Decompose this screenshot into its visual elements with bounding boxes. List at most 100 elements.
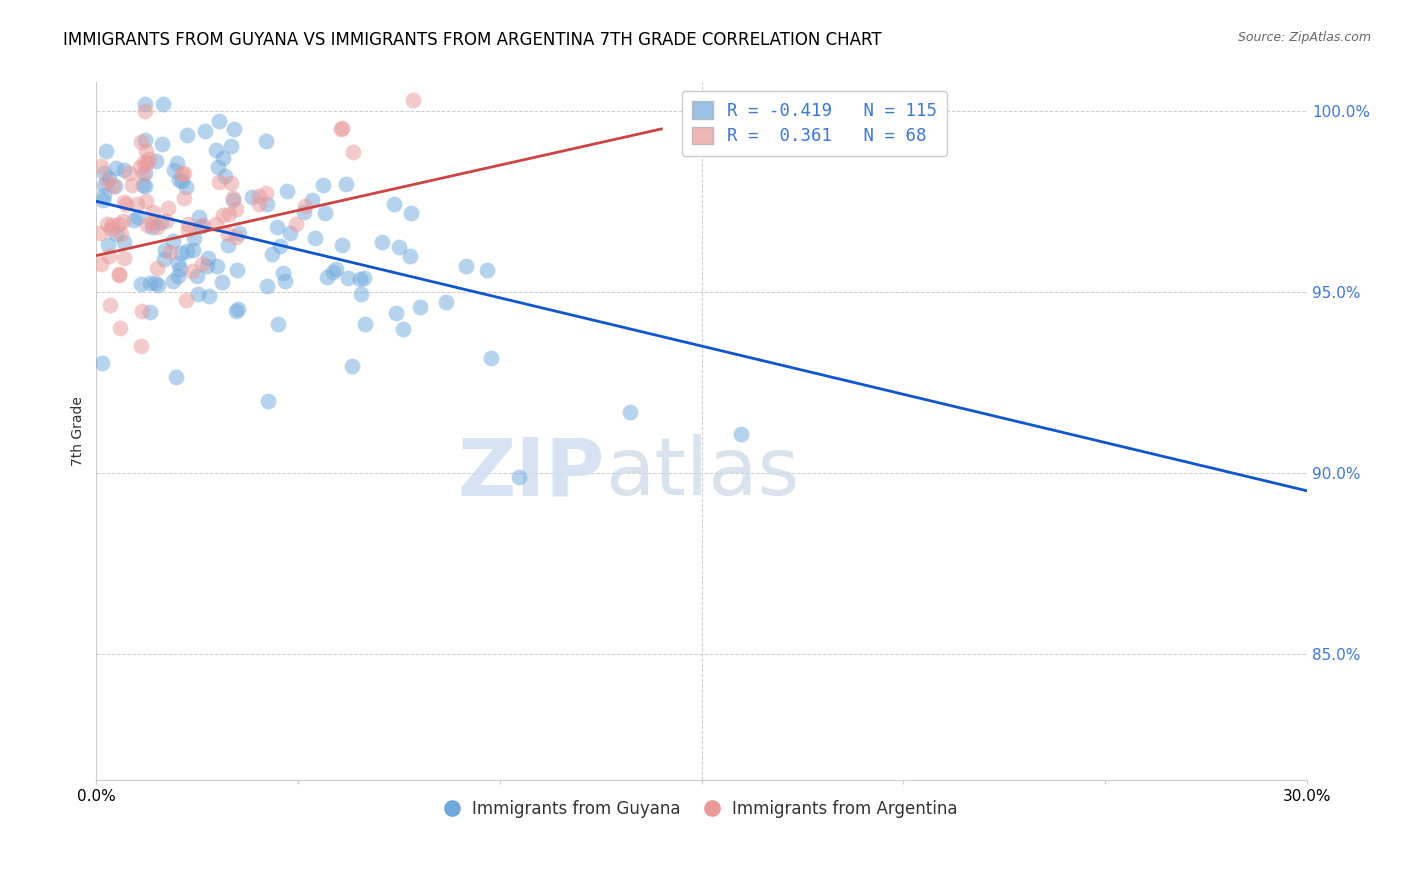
Point [285, 217, 308, 231]
Point [141, 220, 163, 235]
Point [136, 155, 159, 169]
Point [226, 263, 249, 277]
Point [402, 93, 425, 107]
Point [176, 244, 198, 258]
Point [186, 268, 208, 283]
Point [162, 275, 184, 289]
Point [132, 178, 155, 192]
Point [254, 135, 277, 149]
Point [256, 278, 278, 293]
Point [146, 219, 169, 234]
Point [181, 264, 204, 278]
Point [350, 287, 373, 301]
Point [174, 180, 197, 194]
Point [90, 256, 112, 270]
Point [112, 163, 135, 178]
Point [194, 124, 217, 138]
Point [162, 234, 184, 248]
Point [125, 197, 148, 211]
Point [143, 277, 166, 291]
Point [134, 133, 156, 147]
Point [177, 218, 200, 232]
Point [174, 293, 197, 308]
Point [97, 237, 120, 252]
Point [304, 230, 326, 244]
Point [156, 201, 179, 215]
Point [225, 304, 247, 318]
Point [121, 178, 143, 193]
Point [91, 194, 114, 208]
Point [163, 163, 186, 178]
Point [167, 256, 190, 270]
Point [155, 214, 177, 228]
Point [247, 189, 270, 203]
Point [101, 219, 124, 233]
Y-axis label: 7th Grade: 7th Grade [72, 396, 86, 466]
Point [205, 259, 228, 273]
Text: IMMIGRANTS FROM GUYANA VS IMMIGRANTS FROM ARGENTINA 7TH GRADE CORRELATION CHART: IMMIGRANTS FROM GUYANA VS IMMIGRANTS FRO… [63, 31, 882, 49]
Point [110, 227, 132, 241]
Point [108, 217, 131, 231]
Point [301, 194, 323, 208]
Point [353, 270, 375, 285]
Point [475, 263, 498, 277]
Point [149, 214, 172, 228]
Point [387, 240, 409, 254]
Point [122, 213, 145, 227]
Point [292, 205, 315, 219]
Point [134, 165, 156, 179]
Point [224, 202, 246, 217]
Point [108, 321, 131, 335]
Point [101, 179, 124, 194]
Point [247, 197, 270, 211]
Point [340, 359, 363, 374]
Point [135, 194, 157, 208]
Point [254, 186, 277, 201]
Point [208, 114, 231, 128]
Point [222, 191, 245, 205]
Point [96, 217, 118, 231]
Point [399, 206, 422, 220]
Point [134, 178, 156, 193]
Text: ZIP: ZIP [457, 434, 605, 512]
Point [335, 177, 357, 191]
Point [314, 206, 336, 220]
Point [139, 305, 162, 319]
Point [159, 245, 181, 260]
Point [214, 169, 236, 183]
Point [132, 167, 155, 181]
Point [142, 204, 165, 219]
Point [97, 170, 120, 185]
Point [93, 178, 115, 192]
Point [139, 276, 162, 290]
Point [141, 215, 163, 229]
Point [176, 128, 198, 142]
Point [226, 302, 249, 317]
Point [145, 260, 167, 275]
Point [167, 268, 190, 283]
Point [134, 144, 156, 158]
Point [211, 208, 233, 222]
Legend: Immigrants from Guyana, Immigrants from Argentina: Immigrants from Guyana, Immigrants from … [439, 793, 965, 824]
Point [391, 321, 413, 335]
Point [221, 139, 243, 153]
Point [94, 144, 117, 158]
Point [385, 305, 408, 319]
Point [409, 300, 432, 314]
Point [349, 272, 371, 286]
Point [207, 161, 229, 175]
Point [173, 166, 195, 180]
Point [619, 404, 641, 418]
Point [436, 295, 458, 310]
Point [90, 160, 112, 174]
Point [382, 197, 405, 211]
Point [132, 154, 155, 169]
Point [89, 227, 111, 241]
Point [219, 176, 242, 190]
Point [153, 243, 176, 257]
Point [187, 286, 209, 301]
Point [152, 136, 174, 151]
Point [173, 191, 195, 205]
Point [197, 259, 219, 273]
Point [167, 173, 190, 187]
